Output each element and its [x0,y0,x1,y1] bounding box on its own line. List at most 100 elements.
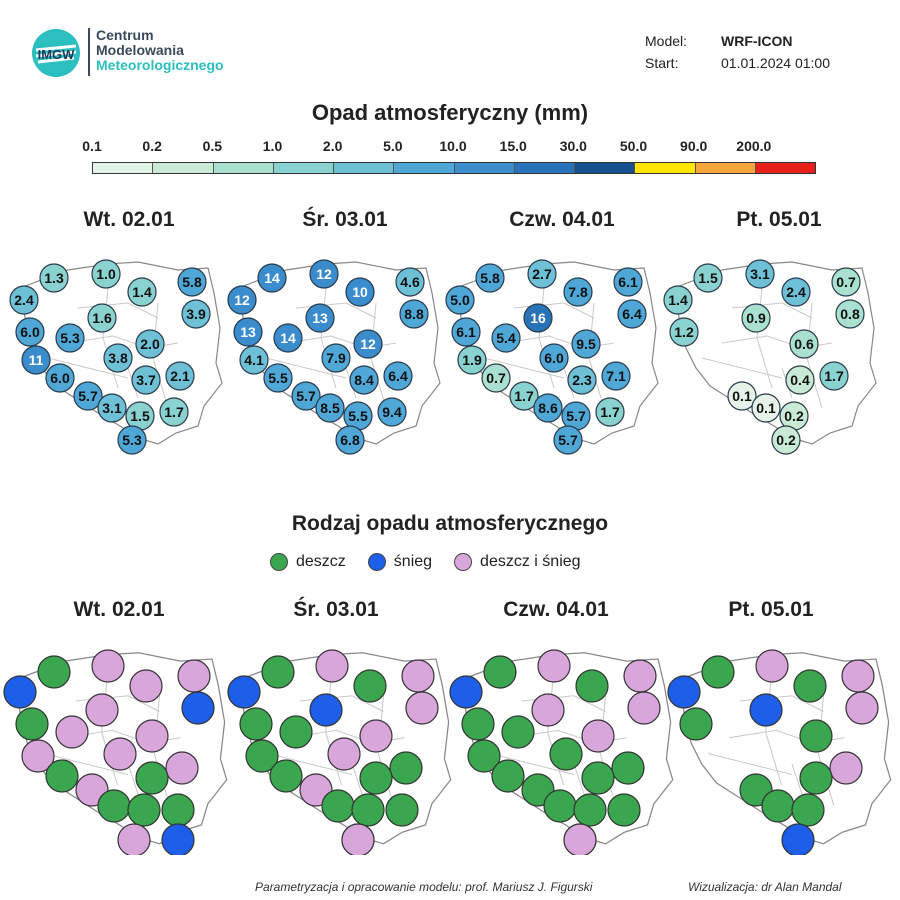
precip-value: 1.4 [132,284,152,300]
precip-circle [481,363,511,393]
ptype-circle [799,719,833,753]
precip-circle [97,393,127,423]
precip-value: 3.1 [102,400,122,416]
precip-value: 0.4 [790,372,810,388]
precip-circle [617,299,647,329]
scale-tick-label: 0.1 [82,138,102,154]
ptype-circle [135,719,169,753]
precip-circle [831,267,861,297]
precip-value: 1.5 [698,270,718,286]
precip-circle [663,285,693,315]
precip-value: 3.8 [108,350,128,366]
precip-value: 16 [530,310,546,326]
ptype-circle [543,789,577,823]
precip-value: 12 [316,266,332,282]
precip-circle [345,277,375,307]
ptype-circle [97,789,131,823]
precip-value: 10 [352,284,368,300]
precip-circle [789,329,819,359]
precip-circle [233,317,263,347]
precip-circle [509,381,539,411]
ptype-circle [667,675,701,709]
ptype-circle [245,739,279,773]
precip-circle [669,317,699,347]
precip-value: 1.7 [514,388,534,404]
ptype-circle [829,751,863,785]
precip-circle [165,361,195,391]
legend-mixed-label: deszcz i śnieg [480,553,581,570]
precip-circle [335,425,365,455]
precip-value: 8.6 [538,400,558,416]
precip-value: 1.0 [96,266,116,282]
precip-circle [349,365,379,395]
colorbar-segment [575,163,636,173]
precip-circle [127,277,157,307]
precip-value: 1.4 [668,292,688,308]
precip-circle [291,381,321,411]
ptype-day-label-4: Pt. 05.01 [728,598,814,621]
precip-circle [527,259,557,289]
precip-circle [395,267,425,297]
precip-day-label-4: Pt. 05.01 [736,208,822,231]
ptype-circle [563,823,597,855]
ptype-circle [45,759,79,793]
scale-tick-label: 15.0 [499,138,527,154]
ptype-circle [483,655,517,689]
precip-circle [103,343,133,373]
colorbar-segment [334,163,395,173]
precip-value: 2.4 [14,292,34,308]
ptype-circle [781,823,815,855]
precip-circle [819,361,849,391]
ptype-circle [501,715,535,749]
scale-tick-label: 1.0 [262,138,283,154]
scale-tick-label: 0.5 [202,138,223,154]
precip-value: 5.3 [122,432,142,448]
ptype-circle [55,715,89,749]
ptype-circle [127,793,161,827]
org-line-2: Modelowania [96,42,184,58]
precip-circle [87,303,117,333]
ptype-circle [627,691,661,725]
precip-value: 2.1 [170,368,190,384]
ptype-circle [341,823,375,855]
model-value: WRF-ICON [721,33,793,49]
ptype-day-label-1: Wt. 02.01 [73,598,165,621]
precip-value: 5.3 [60,330,80,346]
ptype-circle [389,751,423,785]
precip-value: 0.1 [732,388,752,404]
precip-value: 13 [312,310,328,326]
ptype-circle [359,719,393,753]
precip-circle [745,259,775,289]
precip-value: 0.2 [784,408,804,424]
colorbar-segment [514,163,575,173]
precip-value: 5.0 [450,292,470,308]
precip-circle [613,267,643,297]
precip-value: 6.0 [544,350,564,366]
precip-value: 6.1 [456,324,476,340]
ptype-circle [309,693,343,727]
precip-circle [309,259,339,289]
ptype-circle [85,693,119,727]
ptype-circle [581,719,615,753]
ptype-circle [761,789,795,823]
scale-tick-label: 30.0 [559,138,587,154]
ptype-circle [181,691,215,725]
ptype-circle [321,789,355,823]
precip-value: 4.6 [400,274,420,290]
ptype-circle [177,659,211,693]
colorbar-segment [153,163,214,173]
precip-circle [563,277,593,307]
imgw-logo: IMGW [30,28,86,78]
precip-value: 1.7 [164,404,184,420]
precip-value: 5.4 [496,330,516,346]
precip-title: Opad atmosferyczny (mm) [311,100,589,125]
precip-value: 7.8 [568,284,588,300]
ptype-circle [37,655,71,689]
precip-value: 12 [234,292,250,308]
precip-value: 3.1 [750,266,770,282]
rain-dot-icon [270,553,288,571]
precip-circle [159,397,189,427]
precip-circle [835,299,865,329]
ptype-circle [679,707,713,741]
precip-value: 6.4 [388,368,408,384]
